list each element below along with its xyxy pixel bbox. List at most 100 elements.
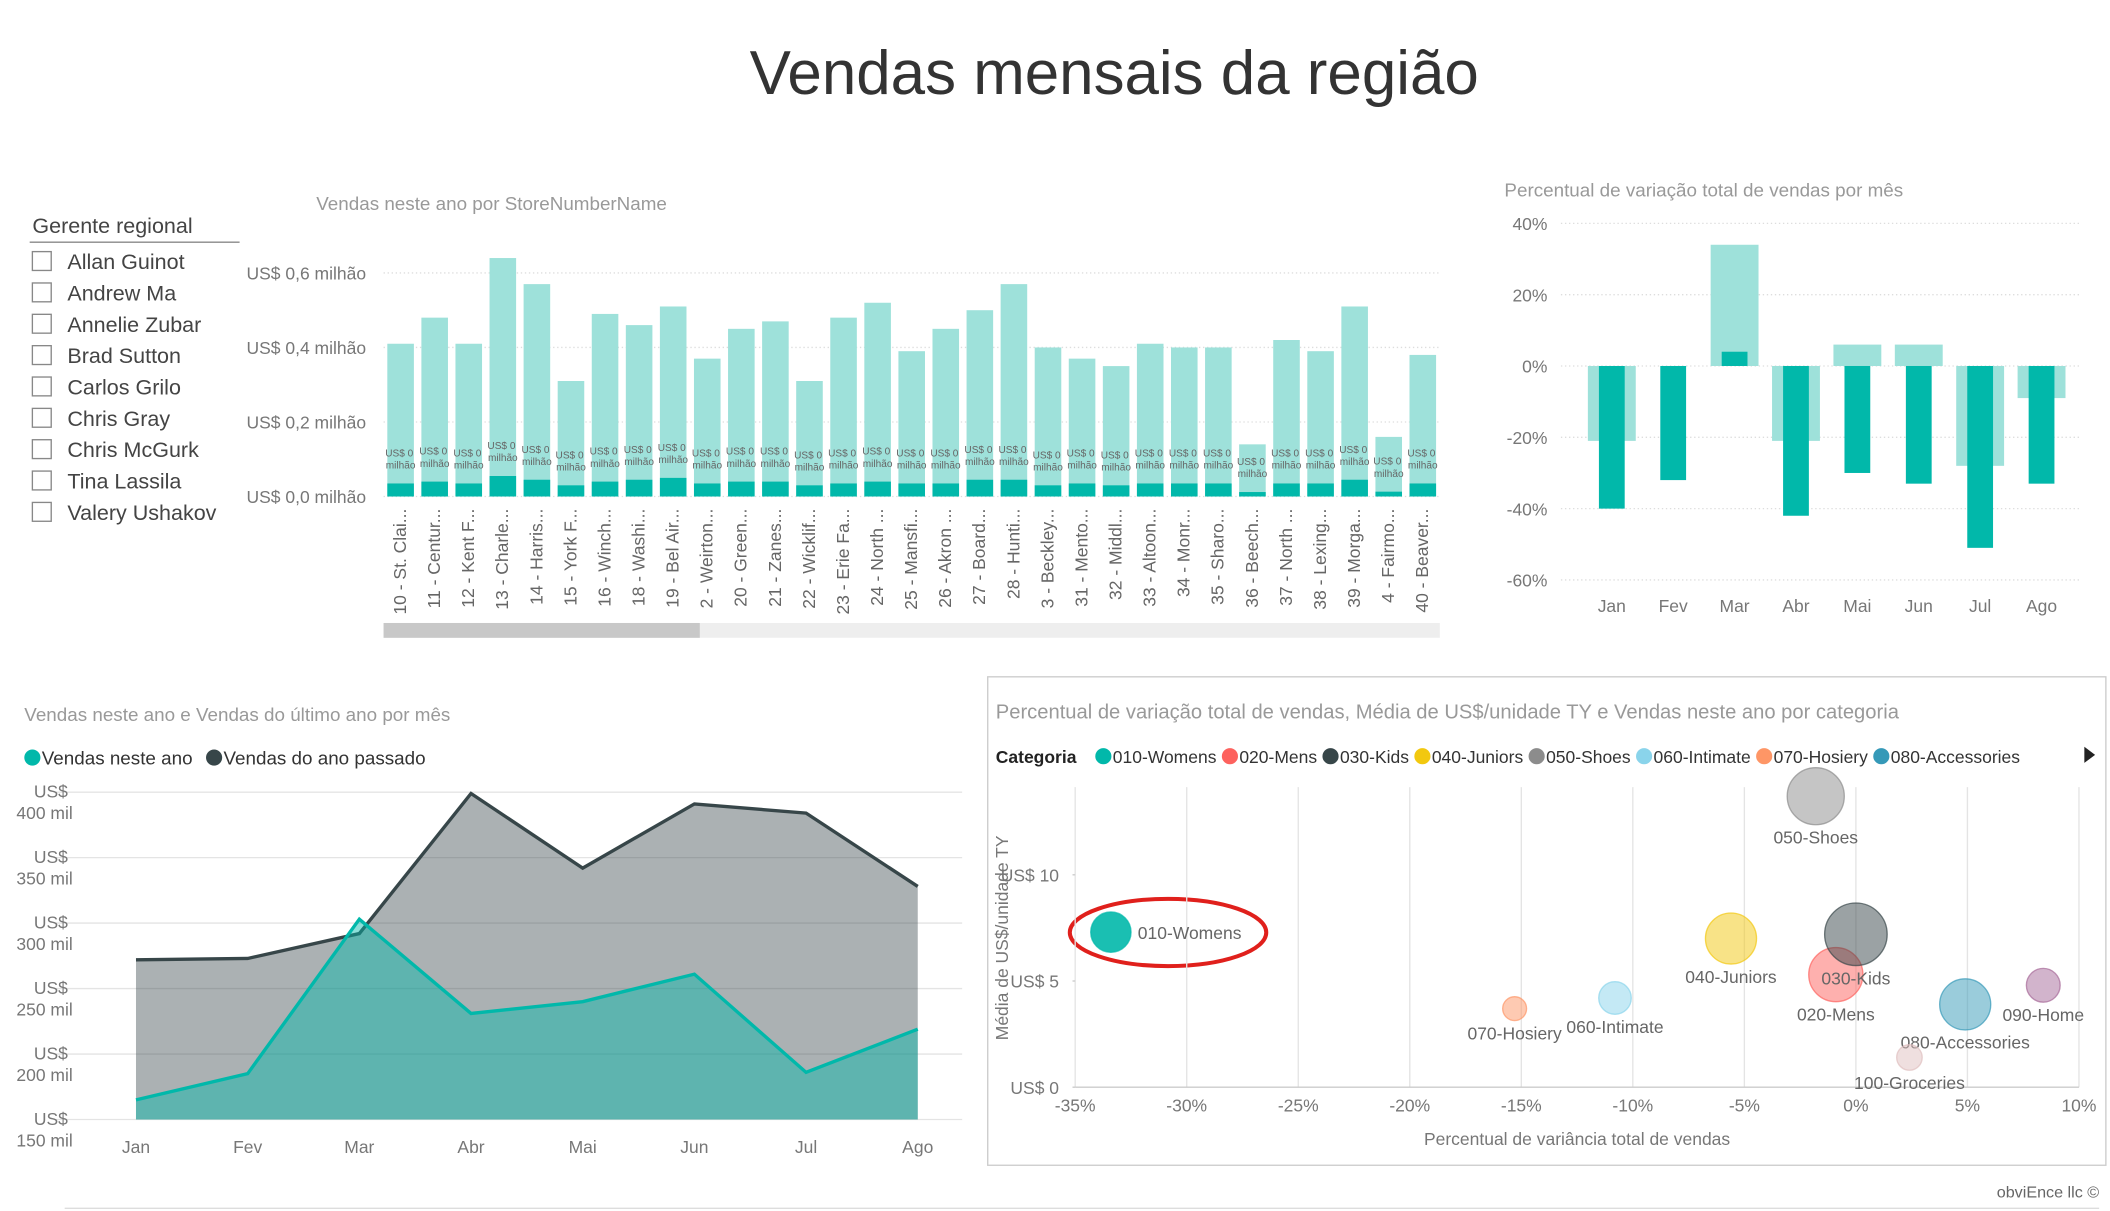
- legend-item[interactable]: 020-Mens: [1221, 747, 1317, 767]
- bubble[interactable]: [2025, 967, 2061, 1003]
- slicer-item[interactable]: Brad Sutton: [67, 344, 181, 368]
- legend-item[interactable]: 010-Womens: [1095, 747, 1217, 767]
- visual-border: [987, 676, 2107, 1166]
- bar: [796, 380, 823, 497]
- bubble[interactable]: [1896, 1044, 1923, 1071]
- legend-item[interactable]: 060-Intimate: [1636, 747, 1751, 767]
- scrollbar-thumb[interactable]: [383, 622, 700, 638]
- y-tick-label: US$ 150 mil: [16, 1109, 72, 1151]
- y-tick-label: US$ 300 mil: [16, 912, 72, 954]
- checkbox[interactable]: [31, 439, 52, 460]
- legend-item[interactable]: 030-Kids: [1322, 747, 1409, 767]
- legend-item[interactable]: 070-Hosiery: [1756, 747, 1868, 767]
- bar: [489, 476, 517, 497]
- x-tick-label: 36 - Beech...: [1242, 509, 1262, 608]
- checkbox[interactable]: [31, 282, 52, 303]
- x-tick-label: Mar: [1720, 596, 1750, 616]
- x-tick-label: 38 - Lexing...: [1310, 509, 1330, 610]
- bar: [728, 481, 755, 497]
- data-label: US$ 0 milhão: [1271, 449, 1302, 472]
- data-label: US$ 0 milhão: [1237, 457, 1268, 480]
- bar: [1844, 365, 1871, 473]
- legend-label: Vendas neste ano: [42, 747, 193, 768]
- bar: [1205, 483, 1232, 497]
- x-tick-label: -30%: [1166, 1095, 1207, 1115]
- bar: [1341, 306, 1368, 497]
- slicer-item[interactable]: Allan Guinot: [67, 250, 184, 274]
- data-label: US$ 0 milhão: [1101, 450, 1132, 473]
- bar: [898, 483, 925, 497]
- checkbox[interactable]: [31, 501, 52, 522]
- bubble[interactable]: [1090, 911, 1132, 954]
- data-label: US$ 0 milhão: [862, 447, 893, 470]
- data-label: US$ 0 milhão: [590, 447, 621, 470]
- bar: [455, 343, 483, 497]
- x-tick-label: 10 - St. Clai...: [390, 509, 410, 615]
- slicer-item[interactable]: Chris McGurk: [67, 438, 199, 462]
- bubble-label: 080-Accessories: [1901, 1033, 2031, 1053]
- legend-item[interactable]: 040-Juniors: [1414, 747, 1523, 767]
- x-tick-label: 27 - Board...: [969, 509, 989, 605]
- bar: [1341, 479, 1368, 497]
- checkbox[interactable]: [31, 345, 52, 366]
- legend-next-arrow[interactable]: [2084, 746, 2096, 763]
- checkbox[interactable]: [31, 470, 52, 491]
- bar: [523, 479, 551, 497]
- bar: [1239, 492, 1266, 497]
- x-tick-label: Ago: [902, 1137, 933, 1157]
- bubble[interactable]: [1502, 996, 1528, 1022]
- checkbox[interactable]: [31, 250, 52, 272]
- data-label: US$ 0 milhão: [1305, 449, 1336, 472]
- x-tick-label: -20%: [1389, 1095, 1430, 1115]
- slicer-item[interactable]: Valery Ushakov: [67, 501, 216, 525]
- data-label: US$ 0 milhão: [658, 443, 689, 466]
- x-tick-label: 26 - Akron ...: [935, 509, 955, 608]
- y-tick-label: US$ 0,2 milhão: [247, 413, 367, 433]
- checkbox[interactable]: [31, 313, 52, 334]
- x-tick-label: 31 - Mento...: [1071, 509, 1091, 607]
- x-tick-label: Jan: [1598, 596, 1626, 616]
- bar: [625, 479, 653, 497]
- data-label: US$ 0 milhão: [964, 445, 995, 468]
- slicer-item[interactable]: Tina Lassila: [67, 470, 181, 494]
- x-axis-title: Percentual de variância total de vendas: [1424, 1129, 1730, 1149]
- line: [135, 791, 919, 962]
- bar: [557, 485, 585, 497]
- x-tick-label: 20 - Green...: [731, 509, 751, 607]
- bubble[interactable]: [1823, 902, 1888, 967]
- slicer-item[interactable]: Annelie Zubar: [67, 313, 201, 337]
- y-tick-label: US$ 200 mil: [16, 1043, 72, 1085]
- legend-item[interactable]: 050-Shoes: [1528, 747, 1631, 767]
- x-tick-label: Fev: [1659, 596, 1688, 616]
- bar: [1034, 347, 1062, 497]
- y-tick-label: -20%: [1507, 428, 1548, 448]
- bubble[interactable]: [1704, 912, 1758, 965]
- bar: [898, 351, 925, 497]
- data-label: US$ 0 milhão: [624, 445, 655, 468]
- bar: [387, 483, 414, 497]
- bar: [489, 258, 517, 497]
- slicer-item[interactable]: Andrew Ma: [67, 281, 176, 305]
- bubble[interactable]: [1598, 981, 1632, 1015]
- chart-title: Vendas neste ano e Vendas do último ano …: [24, 704, 450, 725]
- bubble-label: 030-Kids: [1821, 968, 1890, 988]
- slicer-item[interactable]: Chris Gray: [67, 407, 170, 431]
- y-tick-label: US$ 0,0 milhão: [247, 487, 367, 507]
- x-tick-label: Jul: [1969, 596, 1991, 616]
- data-label: US$ 0 milhão: [487, 441, 518, 464]
- checkbox[interactable]: [31, 376, 52, 397]
- y-tick-label: 0%: [1522, 357, 1547, 377]
- slicer-item[interactable]: Carlos Grilo: [67, 376, 181, 400]
- y-tick-label: US$ 350 mil: [16, 847, 72, 889]
- x-tick-label: 19 - Bel Air...: [663, 509, 683, 608]
- data-label: US$ 0 milhão: [692, 449, 723, 472]
- data-label: US$ 0 milhão: [896, 449, 927, 472]
- footer: obviEnce llc ©: [1997, 1184, 2100, 1202]
- bubble[interactable]: [1939, 978, 1992, 1031]
- checkbox[interactable]: [31, 407, 52, 428]
- y-tick-label: US$ 10: [1001, 866, 1060, 886]
- legend-label: 010-Womens: [1113, 747, 1217, 767]
- legend-item[interactable]: 080-Accessories: [1873, 747, 2020, 767]
- bubble-label: 070-Hosiery: [1467, 1023, 1562, 1043]
- bubble[interactable]: [1786, 766, 1845, 826]
